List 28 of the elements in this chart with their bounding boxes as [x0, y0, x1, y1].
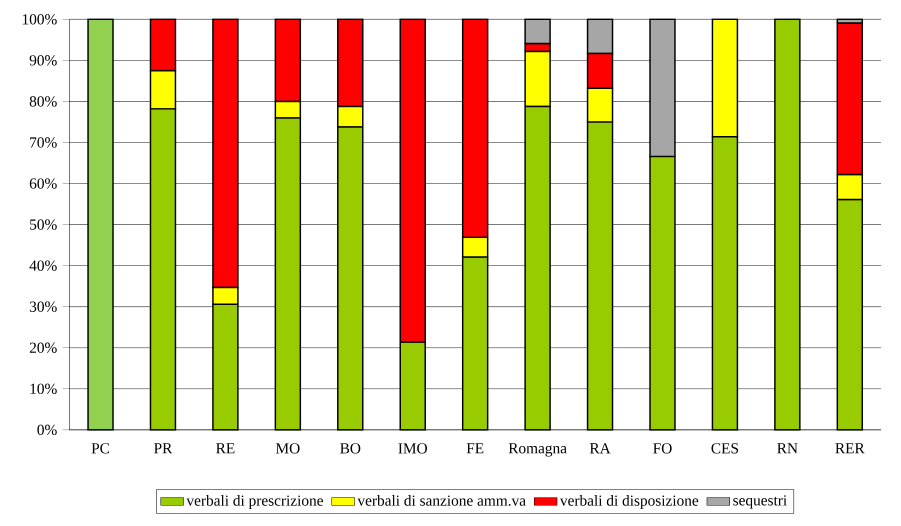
x-tick-label: Romagna: [508, 442, 567, 456]
x-tick-label: BO: [340, 442, 360, 454]
y-tick-label: 30%: [30, 301, 57, 312]
y-tick-label: 40%: [29, 260, 57, 271]
x-tick-label: RE: [216, 442, 234, 454]
x-tick-label: FO: [653, 442, 672, 454]
legend-label: sequestri: [733, 494, 787, 508]
legend-label: verbali di disposizione: [560, 494, 698, 509]
x-tick-label: FE: [466, 442, 484, 454]
y-tick-label: 60%: [30, 178, 57, 188]
legend-label: verbali di sanzione amm.va: [357, 494, 526, 506]
y-tick-label: 50%: [30, 219, 57, 230]
y-tick-label: 0%: [37, 424, 57, 435]
y-tick-label: 70%: [30, 137, 57, 148]
x-tick-label: PC: [92, 442, 110, 454]
y-tick-label: 20%: [30, 342, 57, 353]
x-tick-label: MO: [276, 442, 300, 454]
x-tick-label: IMO: [398, 442, 427, 454]
legend-label: verbali di prescrizione: [186, 494, 323, 509]
y-tick-label: 80%: [30, 96, 57, 106]
y-tick-label: 100%: [22, 14, 57, 24]
x-tick-label: CES: [711, 442, 738, 454]
y-tick-label: 90%: [30, 54, 57, 66]
x-tick-label: RN: [777, 442, 798, 454]
y-tick-label: 10%: [30, 383, 57, 394]
x-tick-label: RA: [590, 442, 611, 454]
x-tick-label: PR: [154, 442, 172, 454]
x-tick-label: RER: [835, 442, 865, 454]
